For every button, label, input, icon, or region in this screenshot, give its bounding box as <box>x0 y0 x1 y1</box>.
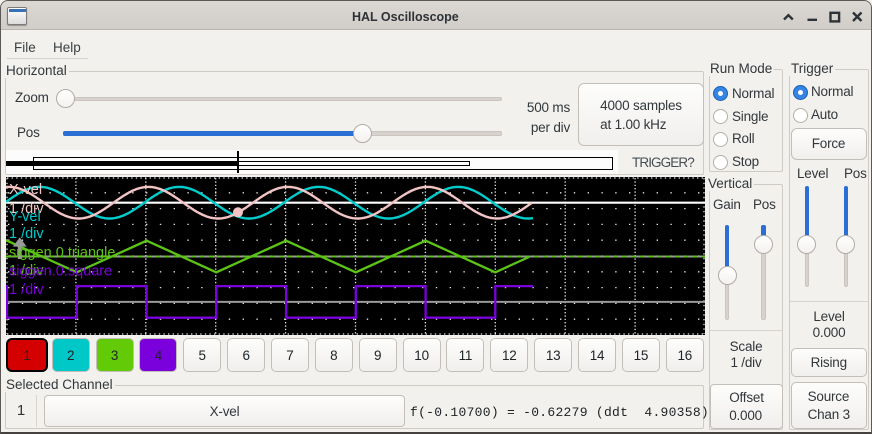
svg-text:1 /div: 1 /div <box>9 263 44 279</box>
svg-text:1 /div: 1 /div <box>9 201 44 217</box>
svg-text:1 /div: 1 /div <box>9 226 44 242</box>
svg-text:siggen.0.triangle: siggen.0.triangle <box>9 245 115 261</box>
svg-text:1 /div: 1 /div <box>9 282 44 298</box>
svg-text:Y-vel: Y-vel <box>9 209 41 225</box>
svg-text:siggen.0.square: siggen.0.square <box>9 264 112 280</box>
svg-text:X-vel: X-vel <box>9 182 42 198</box>
